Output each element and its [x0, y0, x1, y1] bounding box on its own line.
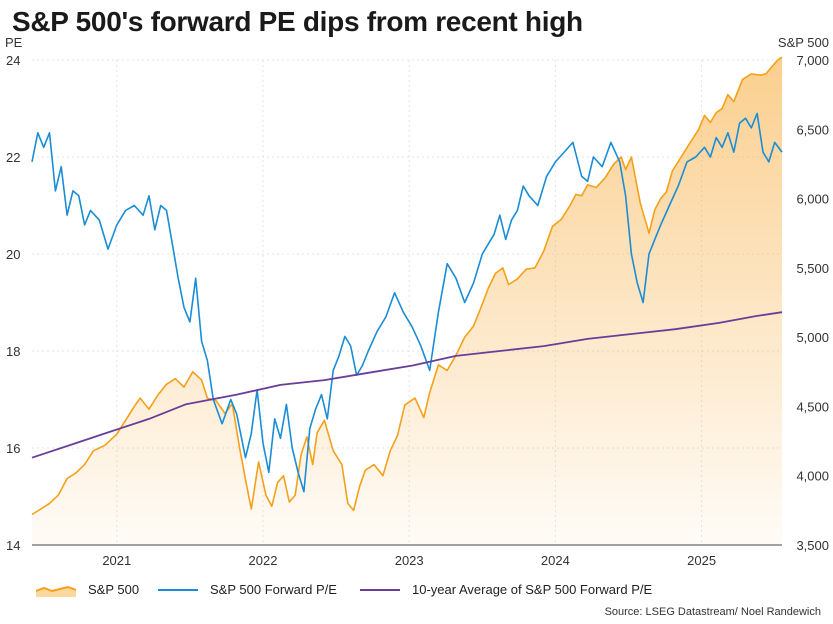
x-tick-label: 2022: [249, 553, 278, 568]
line-swatch-icon: [360, 588, 400, 591]
series-area-sp500: [32, 57, 782, 545]
series-line-sp500: [31, 56, 783, 516]
right-tick-label: 6,500: [796, 122, 829, 137]
area-swatch-icon: [36, 585, 76, 597]
x-tick-label: 2021: [102, 553, 131, 568]
series-line-10yr-average: [31, 311, 783, 459]
x-tick-label: 2023: [395, 553, 424, 568]
x-tick-label: 2024: [541, 553, 570, 568]
legend-label-10yr-average: 10-year Average of S&P 500 Forward P/E: [412, 582, 653, 597]
series-line-forward-pe: [31, 112, 783, 493]
legend-label-forward-pe: S&P 500 Forward P/E: [210, 582, 337, 597]
left-tick-label: 14: [6, 538, 20, 553]
source-note: Source: LSEG Datastream/ Noel Randewich: [604, 606, 821, 618]
chart-title: S&P 500's forward PE dips from recent hi…: [12, 6, 583, 37]
right-tick-label: 5,000: [796, 330, 829, 345]
left-tick-label: 24: [6, 53, 20, 68]
legend-label-sp500: S&P 500: [88, 582, 140, 597]
left-tick-label: 16: [6, 441, 20, 456]
right-axis-label: S&P 500: [778, 35, 829, 50]
legend-item-sp500: S&P 500: [36, 582, 139, 597]
right-tick-label: 5,500: [796, 261, 829, 276]
legend-item-forward-pe: S&P 500 Forward P/E: [158, 582, 337, 597]
right-tick-label: 3,500: [796, 538, 829, 553]
line-swatch-icon: [158, 588, 198, 591]
right-tick-label: 7,000: [796, 53, 829, 68]
right-tick-label: 6,000: [796, 192, 829, 207]
left-tick-label: 22: [6, 150, 20, 165]
left-tick-label: 18: [6, 344, 20, 359]
left-tick-label: 20: [6, 247, 20, 262]
legend-item-10yr-average: 10-year Average of S&P 500 Forward P/E: [360, 582, 652, 597]
right-tick-label: 4,000: [796, 469, 829, 484]
x-tick-label: 2025: [687, 553, 716, 568]
right-tick-label: 4,500: [796, 399, 829, 414]
left-axis-label: PE: [5, 35, 23, 50]
series-layer: [31, 56, 783, 545]
